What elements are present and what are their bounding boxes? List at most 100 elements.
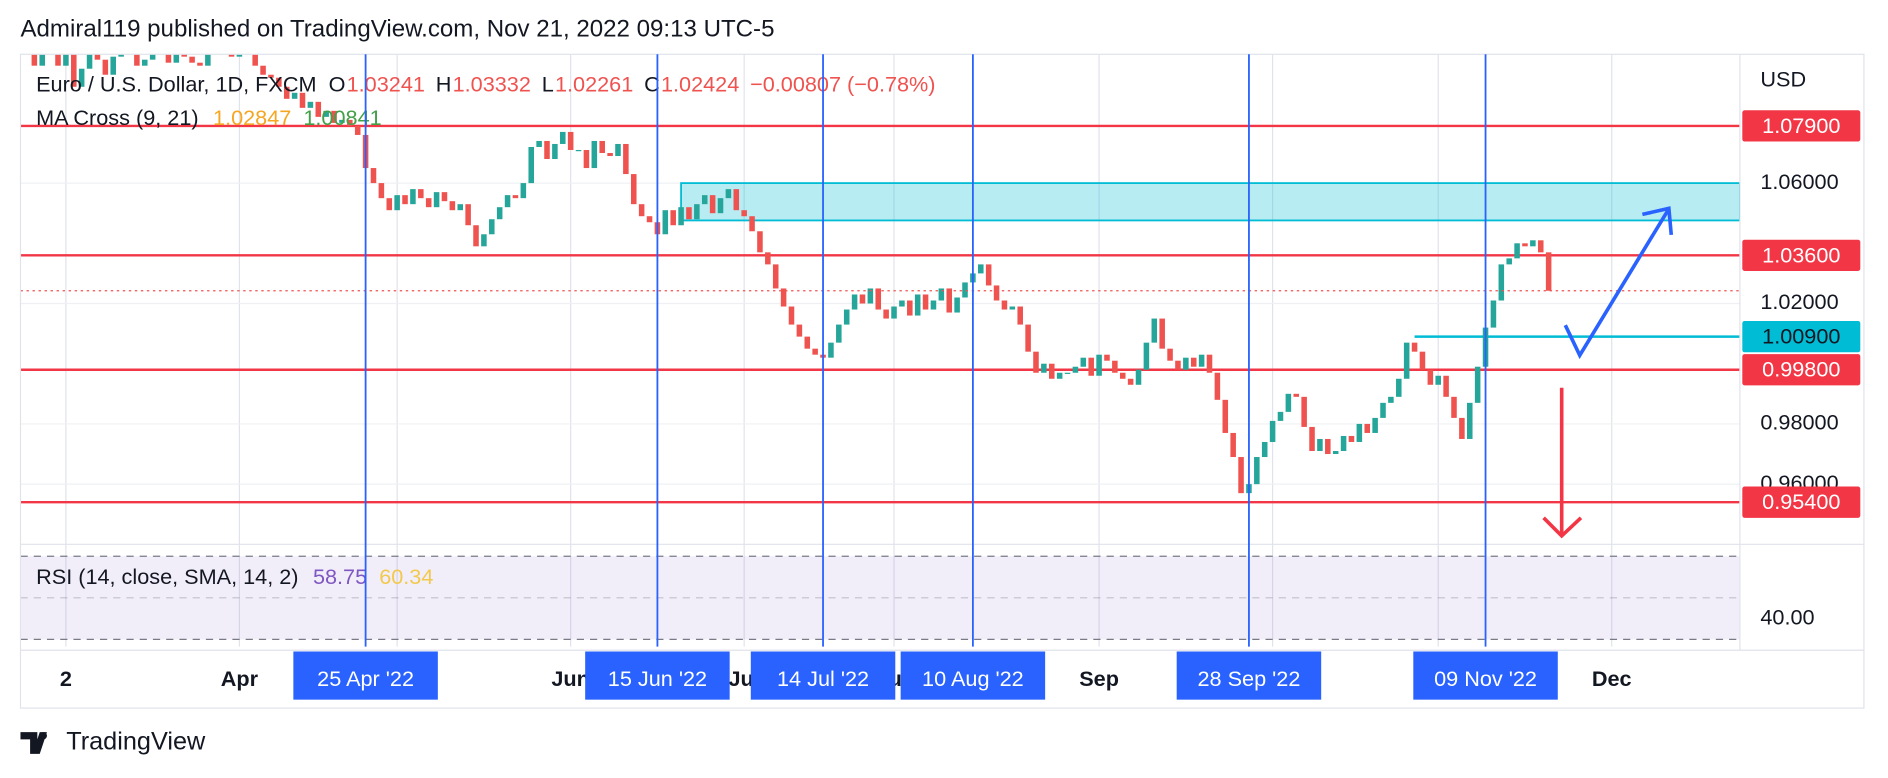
candle xyxy=(504,195,511,208)
candle xyxy=(544,140,550,160)
candle xyxy=(1159,318,1165,349)
candle xyxy=(1017,306,1023,325)
candle xyxy=(236,54,243,57)
candle xyxy=(875,288,882,310)
candle xyxy=(228,54,235,57)
marker-tag-label: 10 Aug '22 xyxy=(922,666,1024,691)
candle xyxy=(1443,375,1449,397)
candle xyxy=(339,119,345,123)
level-tag xyxy=(1742,110,1861,142)
level-tag xyxy=(1742,354,1861,386)
candle xyxy=(891,306,897,319)
candle xyxy=(1301,396,1307,427)
candle xyxy=(181,54,187,57)
candle xyxy=(134,54,140,66)
candle xyxy=(749,216,755,232)
candle xyxy=(1135,369,1142,385)
footer-brand: TradingView xyxy=(66,728,206,756)
candle xyxy=(1474,366,1481,403)
zone xyxy=(680,182,1740,222)
candle xyxy=(1530,240,1536,247)
candle xyxy=(583,149,590,169)
candle xyxy=(86,54,93,69)
candle xyxy=(1048,363,1055,379)
candle xyxy=(425,198,432,208)
candle xyxy=(1001,300,1008,310)
x-tick-label: Jun xyxy=(551,666,590,691)
candle xyxy=(623,143,629,175)
candle xyxy=(39,54,46,66)
candle xyxy=(1254,457,1260,485)
legend-text: Euro / U.S. Dollar, 1D, FXCM xyxy=(36,71,316,96)
candle xyxy=(1514,243,1520,259)
candle xyxy=(441,192,448,202)
candle xyxy=(1064,372,1071,374)
candle xyxy=(1537,240,1544,253)
y-tick-label: 0.98000 xyxy=(1760,410,1838,435)
candle xyxy=(883,309,889,319)
candle xyxy=(102,59,109,75)
candle xyxy=(378,183,385,199)
candle xyxy=(276,77,282,87)
candle xyxy=(1459,417,1465,439)
candle xyxy=(701,195,708,205)
candle xyxy=(1096,354,1102,376)
candle xyxy=(615,143,621,157)
candle xyxy=(765,252,771,265)
candle xyxy=(1419,351,1426,370)
candle xyxy=(78,68,85,87)
x-tick-label: Apr xyxy=(221,666,259,691)
legend-text: O xyxy=(329,71,346,96)
candle xyxy=(1356,423,1363,442)
candle xyxy=(843,309,850,325)
candle xyxy=(741,210,747,217)
legend-text: 60.34 xyxy=(379,564,433,589)
candle xyxy=(1372,417,1378,433)
legend-text: 1.02261 xyxy=(555,71,633,96)
x-tick-label: Dec xyxy=(1592,666,1632,691)
candle xyxy=(1025,324,1031,352)
candle xyxy=(1340,435,1347,452)
candle xyxy=(1293,393,1300,397)
candle xyxy=(473,225,479,247)
candle xyxy=(1112,360,1118,373)
candle xyxy=(189,56,195,63)
candle xyxy=(993,285,1000,301)
candle xyxy=(63,54,69,66)
candle xyxy=(978,264,984,274)
candle xyxy=(1151,318,1158,343)
legend-text: 58.75 xyxy=(313,564,367,589)
candle xyxy=(1285,393,1292,412)
candle xyxy=(907,300,913,316)
candle xyxy=(94,54,101,60)
candle xyxy=(662,210,669,235)
x-tick-label: 2 xyxy=(60,666,72,691)
marker-tag-label: 14 Jul '22 xyxy=(777,666,869,691)
candle xyxy=(836,324,842,343)
candle xyxy=(607,153,613,157)
candle xyxy=(670,210,676,226)
candle xyxy=(1498,264,1505,301)
level-tag xyxy=(1742,320,1861,353)
candle xyxy=(552,143,558,160)
candle xyxy=(1396,378,1402,397)
candle xyxy=(962,282,968,298)
candle xyxy=(402,195,408,205)
legend-text: H xyxy=(436,71,452,96)
candle xyxy=(165,54,172,63)
candle xyxy=(465,204,471,226)
candle xyxy=(31,54,38,66)
up-arrow xyxy=(1563,209,1670,360)
candle xyxy=(567,131,574,150)
candle xyxy=(1009,306,1016,310)
candle xyxy=(110,56,116,75)
candle xyxy=(985,264,992,286)
candle xyxy=(1451,396,1457,418)
candle xyxy=(496,207,503,220)
level-tag-label: 0.95400 xyxy=(1762,489,1840,514)
candle xyxy=(481,234,487,247)
candle xyxy=(733,189,740,211)
marker-tag xyxy=(900,651,1046,700)
candle xyxy=(433,192,440,208)
candle xyxy=(1183,357,1189,370)
